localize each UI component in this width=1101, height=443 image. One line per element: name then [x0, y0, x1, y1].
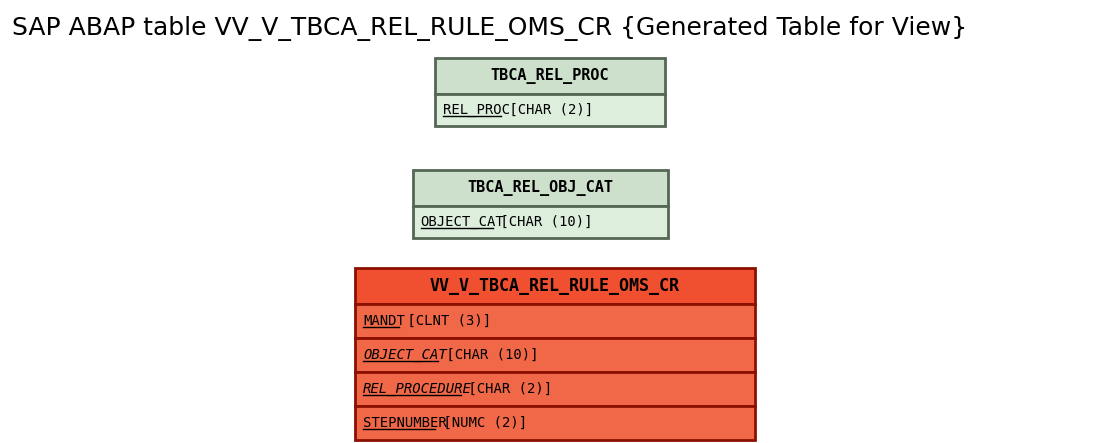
Text: OBJECT_CAT: OBJECT_CAT: [363, 348, 447, 362]
Bar: [435, 94, 665, 126]
Text: [CLNT (3)]: [CLNT (3)]: [399, 314, 491, 328]
Text: STEPNUMBER: STEPNUMBER: [363, 416, 447, 430]
Text: [CHAR (10)]: [CHAR (10)]: [438, 348, 538, 362]
Bar: [355, 338, 755, 372]
Bar: [355, 372, 755, 406]
Bar: [355, 304, 755, 338]
Text: [NUMC (2)]: [NUMC (2)]: [435, 416, 527, 430]
Bar: [413, 206, 667, 238]
Text: REL_PROCEDURE: REL_PROCEDURE: [363, 382, 472, 396]
Text: TBCA_REL_PROC: TBCA_REL_PROC: [491, 68, 609, 84]
Text: SAP ABAP table VV_V_TBCA_REL_RULE_OMS_CR {Generated Table for View}: SAP ABAP table VV_V_TBCA_REL_RULE_OMS_CR…: [12, 16, 968, 40]
Text: [CHAR (10)]: [CHAR (10)]: [492, 215, 593, 229]
Bar: [435, 58, 665, 94]
Text: [CHAR (2)]: [CHAR (2)]: [501, 103, 592, 117]
Text: MANDT: MANDT: [363, 314, 405, 328]
Bar: [413, 170, 667, 206]
Text: [CHAR (2)]: [CHAR (2)]: [460, 382, 553, 396]
Bar: [355, 406, 755, 440]
Text: REL_PROC: REL_PROC: [443, 103, 510, 117]
Text: OBJECT_CAT: OBJECT_CAT: [421, 215, 504, 229]
Text: VV_V_TBCA_REL_RULE_OMS_CR: VV_V_TBCA_REL_RULE_OMS_CR: [430, 277, 680, 295]
Bar: [355, 268, 755, 304]
Text: TBCA_REL_OBJ_CAT: TBCA_REL_OBJ_CAT: [467, 180, 613, 196]
